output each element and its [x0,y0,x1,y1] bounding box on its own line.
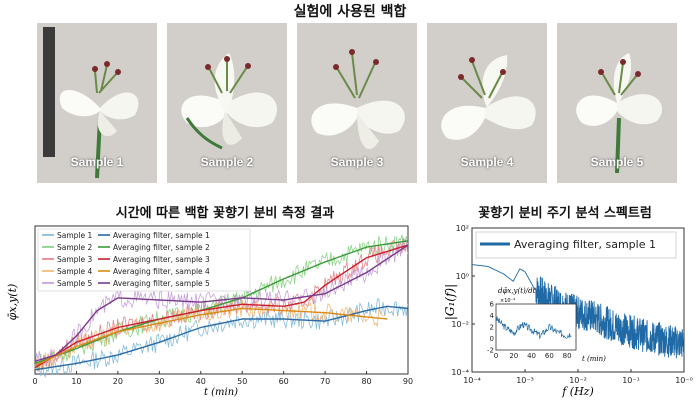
chart2-xtick-label: 10⁻³ [516,376,534,385]
chart1-xlabel: t (min) [204,387,238,398]
chart1-xtick-label: 20 [113,377,123,386]
chart1-legend-entry: Sample 3 [57,255,93,264]
chart1-title: 시간에 따른 백합 꽃향기 분비 측정 결과 [115,206,335,221]
avg-series-5 [34,244,409,362]
inset-ytick-label: -2 [487,347,494,355]
photo-caption: Sample 5 [590,155,644,169]
chart1-legend-entry: Sample 4 [57,267,93,276]
photo-sample-4: Sample 4 [427,23,547,183]
chart2-ytick-label: 10⁻² [451,320,469,329]
chart1-legend-entry: Sample 2 [57,243,93,252]
avg-series-3 [34,244,409,369]
raw-series-1 [34,298,409,379]
photo-caption: Sample 2 [200,155,254,169]
chart2-title: 꽃향기 분비 주기 분석 스펙트럼 [478,206,652,221]
chart1-xtick-label: 0 [32,377,37,386]
chart2-ytick-label: 10⁻⁴ [451,368,469,377]
chart1-legend-entry: Averaging filter, sample 4 [113,267,210,276]
photo-sample-1: Sample 1 [37,23,157,183]
chart2-xtick-label: 10⁻¹ [622,376,640,385]
chart1-legend-entry: Averaging filter, sample 2 [113,243,210,252]
inset-ytick-label: 0 [490,335,494,343]
chart1-xtick-label: 80 [361,377,371,386]
chart2-xtick-label: 10⁻⁴ [463,376,481,385]
inset-xtick-label: 20 [509,352,518,360]
avg-series-4 [34,307,388,367]
chart1-legend-entry: Sample 5 [57,279,93,288]
spectrum-chart: 10⁻⁴ 10⁻³ 10⁻² 10⁻¹ 10⁻⁰ 10² 10⁰ 10⁻² 10⁻⁴ Avera… [443,224,693,398]
chart1-legend-entry: Averaging filter, sample 5 [113,279,210,288]
photo-caption: Sample 4 [460,155,514,169]
photo-sample-5: Sample 5 [557,23,677,183]
chart1-xtick-label: 40 [196,377,206,386]
inset-ytick-label: 2 [490,324,494,332]
inset-xtick-label: 40 [527,352,536,360]
inset-plot-area [495,303,577,351]
chart1-legend-entry: Sample 1 [57,231,93,240]
ruler [43,27,55,157]
inset-ylabel: dφ̄x,y(t)/dt [498,287,536,295]
chart1-legend-box [37,228,251,292]
chart1-legend-entry: Averaging filter, sample 3 [113,255,210,264]
raw-series-4 [34,300,387,372]
inset-scale-label: ×10⁻⁴ [500,298,515,304]
chart1-xtick-label: 50 [237,377,247,386]
photo-caption: Sample 3 [330,155,384,169]
inset-xlabel: t (min) [582,355,606,363]
chart1-xtick-label: 60 [279,377,289,386]
chart1-legend-entry: Averaging filter, sample 1 [113,231,210,240]
inset-xtick-label: 0 [494,352,498,360]
chart1-xtick-label: 10 [71,377,81,386]
inset-xtick-label: 80 [563,352,572,360]
time-series-chart: 0 10 20 30 40 50 60 70 80 90 Sample 1 Sample 2 Samp… [6,225,413,398]
photo-caption: Sample 1 [70,155,124,169]
spectrum-series [471,264,685,359]
raw-series-5 [34,238,409,368]
chart2-ytick-label: 10² [456,224,469,233]
chart1-xtick-label: 90 [403,377,413,386]
inset-series [495,316,572,340]
inset-xtick-label: 60 [545,352,554,360]
avg-series-2 [34,240,409,365]
top-title: 실험에 사용된 백합 [293,4,407,20]
photo-sample-3: Sample 3 [297,23,417,183]
avg-series-1 [34,305,409,371]
chart2-ylabel: |G₁(f)| [443,284,457,320]
chart2-xtick-label: 10⁻² [569,376,587,385]
chart2-ytick-label: 10⁰ [456,272,469,281]
inset-ytick-label: 4 [490,312,495,320]
chart2-xlabel: f (Hz) [561,385,594,398]
chart2-legend-entry: Averaging filter, sample 1 [514,238,656,251]
chart1-xtick-label: 30 [154,377,164,386]
photo-sample-2: Sample 2 [167,23,287,183]
chart1-xtick-label: 70 [320,377,330,386]
chart2-xtick-label: 10⁻⁰ [675,376,693,385]
chart1-ylabel: φ̄x,y(t) [6,284,19,321]
inset-ytick-label: 6 [490,301,495,309]
